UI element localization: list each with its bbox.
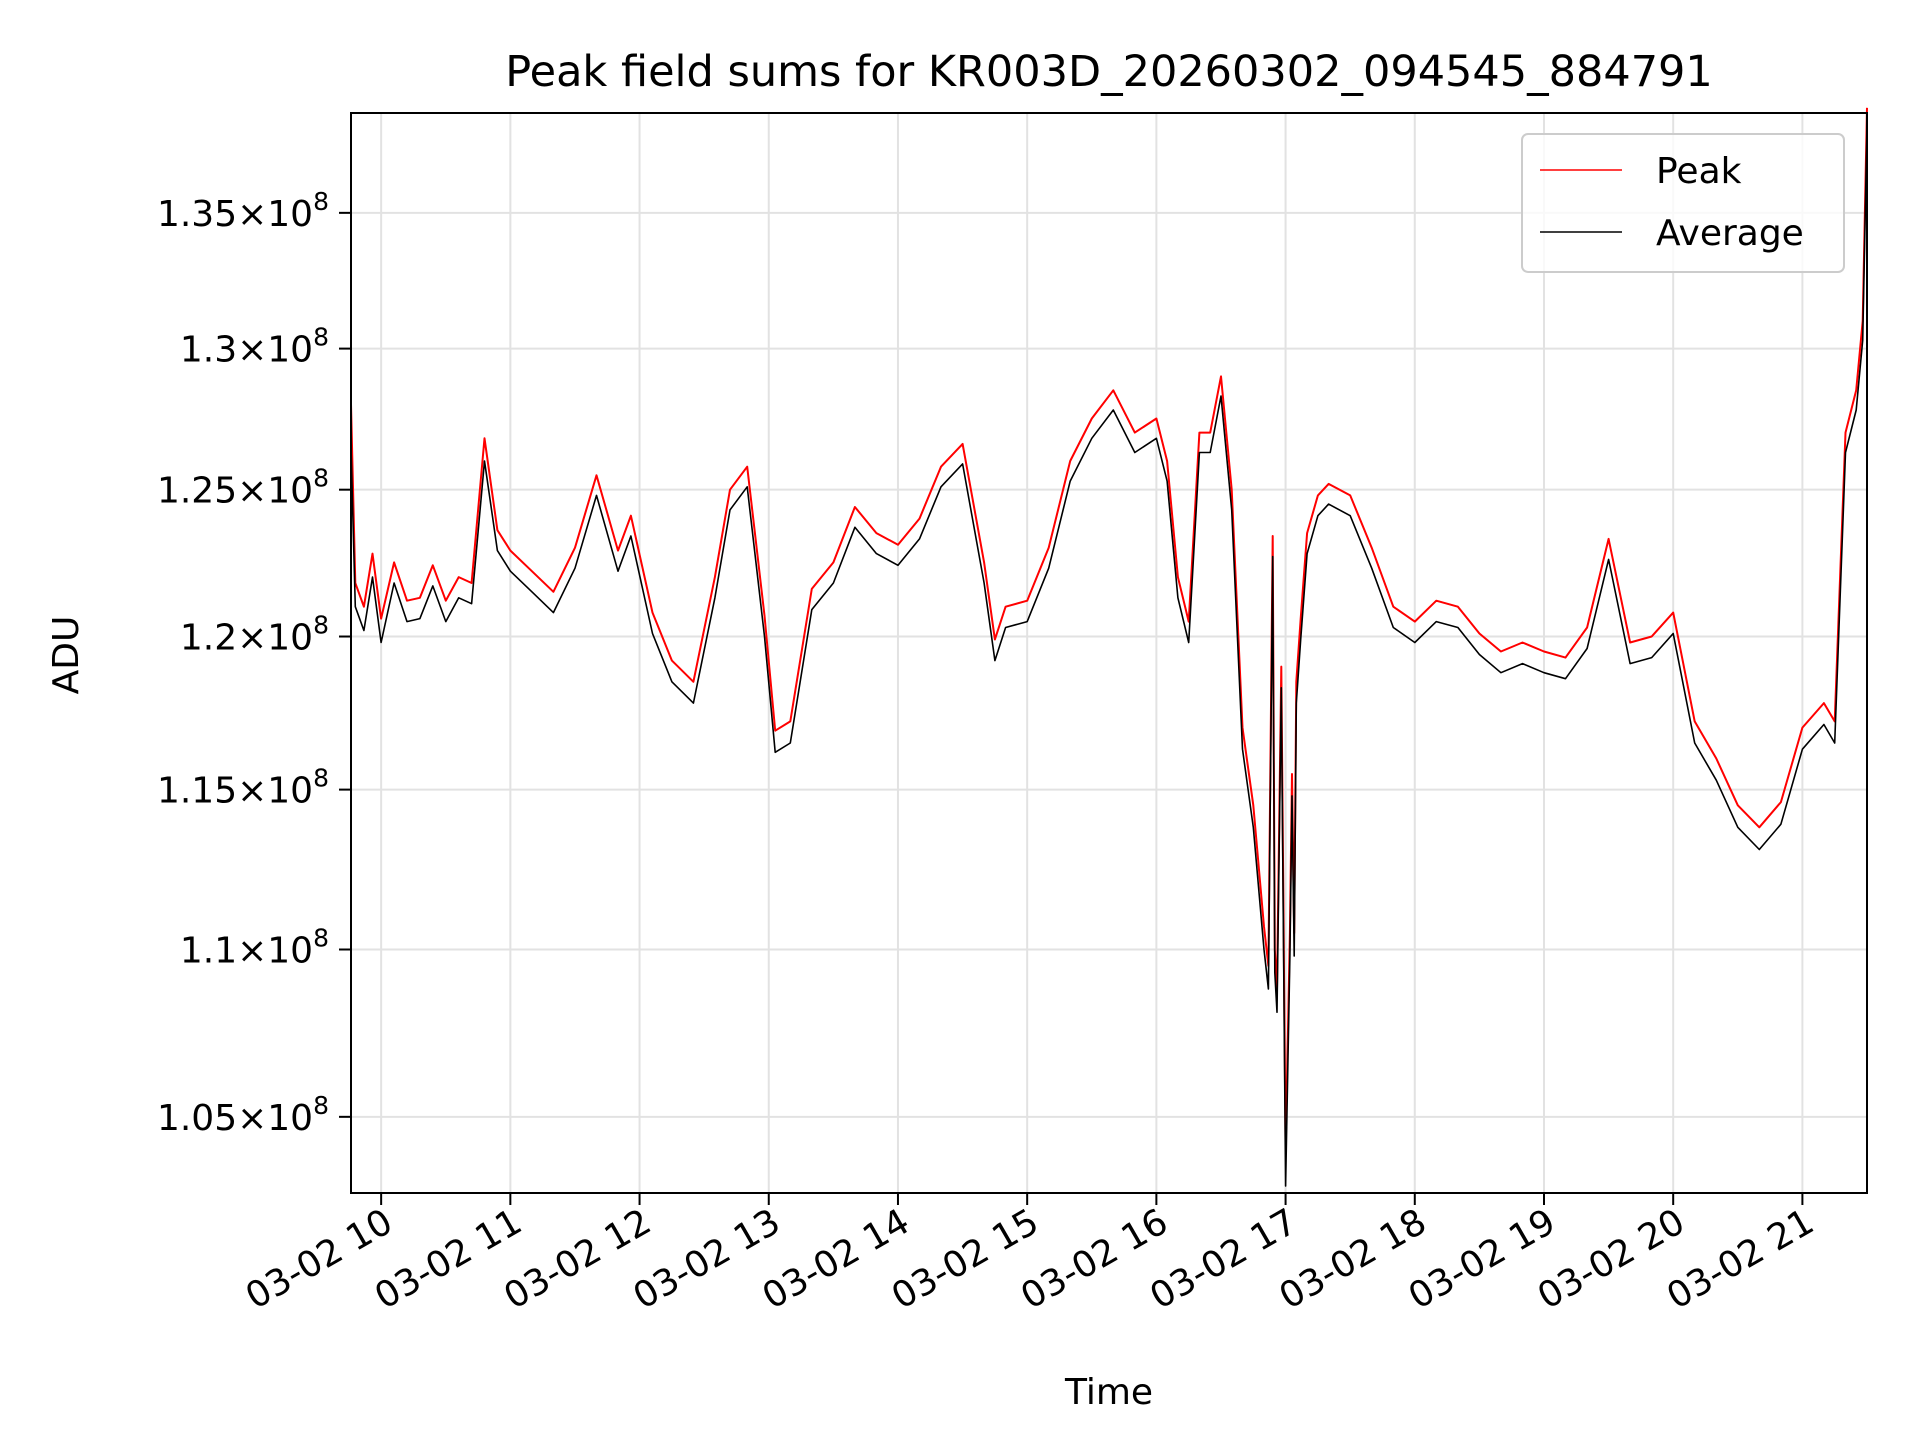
y-tick-label: 1.05×108: [157, 1091, 329, 1139]
series-line-average: [350, 125, 1868, 1187]
legend-box: [1521, 133, 1845, 273]
y-axis-label: ADU: [46, 616, 87, 695]
y-tick-label: 1.1×108: [180, 923, 329, 971]
y-tick-label: 1.35×108: [157, 187, 329, 235]
legend-label-peak: Peak: [1656, 151, 1742, 192]
y-tick-label: 1.2×108: [180, 611, 329, 659]
y-axis-ticks: 1.05×108 1.1×108 1.15×108 1.2×108 1.25×108 1.…: [157, 187, 351, 1139]
plot-area-frame: [350, 112, 1868, 1194]
series-line-peak: [350, 107, 1868, 1153]
legend: Peak Average: [1521, 133, 1845, 273]
legend-label-average: Average: [1656, 213, 1804, 254]
series-lines: [350, 107, 1868, 1187]
x-axis-label: Time: [1064, 1372, 1153, 1413]
y-tick-label: 1.15×108: [157, 764, 329, 812]
y-tick-label: 1.3×108: [180, 323, 329, 371]
y-tick-label: 1.25×108: [157, 464, 329, 512]
chart-title: Peak field sums for KR003D_20260302_0945…: [505, 47, 1713, 97]
